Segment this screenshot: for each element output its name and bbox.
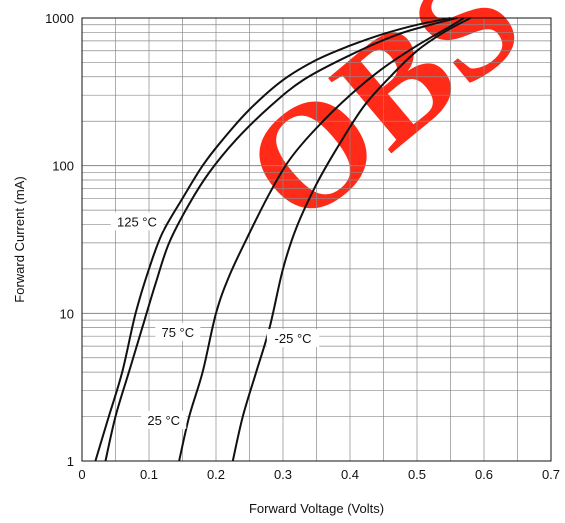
series-line-3 (231, 17, 472, 462)
curve-labels: 125 °C 75 °C 25 °C -25 °C (110, 212, 320, 429)
x-tick-label: 0.3 (274, 467, 292, 482)
watermark: OBS (215, 0, 552, 255)
curve-label-1: 75 °C (155, 322, 201, 341)
curve-label-2: 25 °C (141, 410, 187, 429)
x-tick-label: 0.1 (140, 467, 158, 482)
x-axis-ticks: 0 0.1 0.2 0.3 0.4 0.5 0.6 0.7 (78, 467, 560, 482)
curve-label-text: -25 °C (275, 331, 312, 346)
curve-label-0: 125 °C (110, 212, 164, 231)
series-line-0 (94, 17, 451, 462)
series-lines (94, 17, 472, 462)
curve-label-bg (155, 322, 201, 341)
curve-label-bg (141, 410, 187, 429)
watermark-text: OBS (215, 0, 552, 255)
curve-label-text: 25 °C (147, 413, 180, 428)
y-axis-ticks: 1 10 100 1000 (45, 11, 74, 469)
x-tick-label: 0.4 (341, 467, 359, 482)
y-axis-label: Forward Current (mA) (12, 176, 27, 302)
x-axis-label: Forward Voltage (Volts) (249, 501, 384, 516)
curve-label-bg (110, 212, 164, 231)
x-tick-label: 0.6 (475, 467, 493, 482)
x-tick-label: 0.5 (408, 467, 426, 482)
y-tick-label: 1 (67, 454, 74, 469)
curve-label-text: 75 °C (161, 325, 194, 340)
series-line-2 (178, 17, 465, 462)
series-line-1 (104, 17, 458, 462)
x-tick-label: 0.7 (542, 467, 560, 482)
y-tick-label: 100 (52, 159, 74, 174)
plot-frame (81, 17, 552, 462)
grid (82, 18, 551, 461)
curve-label-3: -25 °C (266, 329, 320, 348)
curve-label-text: 125 °C (117, 214, 157, 229)
y-tick-label: 1000 (45, 11, 74, 26)
curve-label-bg (266, 329, 320, 348)
x-tick-label: 0 (78, 467, 85, 482)
y-tick-label: 10 (60, 306, 74, 321)
x-tick-label: 0.2 (207, 467, 225, 482)
